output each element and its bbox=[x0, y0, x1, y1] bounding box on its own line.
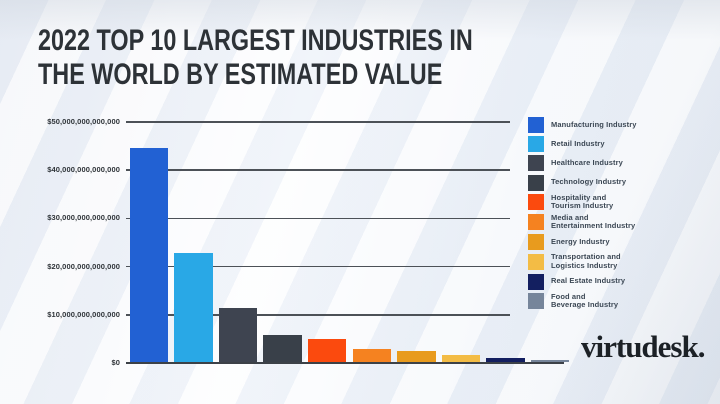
legend-label: Media and Entertainment Industry bbox=[551, 212, 636, 231]
bar-media-and-entertainment-industry bbox=[352, 349, 391, 362]
y-axis-tick-label: $20,000,000,000,000 bbox=[47, 261, 120, 271]
legend-item: Media and Entertainment Industry bbox=[528, 212, 637, 231]
page-title-line-2: THE WORLD BY ESTIMATED VALUE bbox=[38, 58, 443, 91]
legend-item: Manufacturing Industry bbox=[528, 117, 637, 133]
y-axis-tick-label: $10,000,000,000,000 bbox=[47, 309, 120, 319]
y-axis-tick-label: $50,000,000,000,000 bbox=[47, 117, 120, 126]
legend-swatch bbox=[528, 136, 544, 153]
bar-real-estate-industry bbox=[486, 358, 525, 362]
gridline bbox=[126, 314, 510, 316]
x-axis-line bbox=[126, 361, 564, 364]
gridline bbox=[126, 265, 510, 268]
legend-item: Technology Industry bbox=[528, 174, 637, 191]
legend-label: Transportation and Logistics Industry bbox=[551, 252, 621, 270]
chart-legend: Manufacturing Industry Retail Industry Hea… bbox=[528, 117, 637, 310]
legend-swatch bbox=[528, 234, 544, 251]
legend-swatch bbox=[528, 214, 544, 231]
legend-label: Energy Industry bbox=[551, 236, 610, 246]
legend-swatch bbox=[528, 194, 544, 211]
legend-label: Technology Industry bbox=[551, 177, 627, 187]
legend-label: Healthcare Industry bbox=[551, 158, 623, 168]
legend-label: Manufacturing Industry bbox=[551, 119, 637, 129]
legend-item: Energy Industry bbox=[528, 234, 637, 251]
legend-swatch bbox=[528, 253, 544, 270]
legend-swatch bbox=[528, 293, 544, 310]
y-axis-tick-label: $40,000,000,000,000 bbox=[47, 165, 120, 175]
bar-food-and-beverage-industry bbox=[530, 360, 570, 362]
legend-item: Healthcare Industry bbox=[528, 155, 637, 172]
legend-swatch bbox=[528, 117, 544, 133]
virtudesk-logo: virtudesk. bbox=[581, 329, 705, 364]
legend-swatch bbox=[528, 273, 544, 290]
bar-healthcare-industry bbox=[218, 308, 258, 362]
legend-item: Transportation and Logistics Industry bbox=[528, 253, 637, 270]
bar-hospitality-and-tourism-industry bbox=[307, 338, 347, 362]
gridline bbox=[126, 169, 510, 171]
bar-manufacturing-industry bbox=[129, 147, 168, 362]
plot-area bbox=[126, 121, 570, 363]
legend-label: Retail Industry bbox=[551, 138, 605, 148]
page-title-line-1: 2022 TOP 10 LARGEST INDUSTRIES IN bbox=[38, 24, 473, 57]
legend-label: Hospitality and Tourism Industry bbox=[551, 192, 614, 211]
gridline bbox=[126, 217, 510, 220]
legend-item: Hospitality and Tourism Industry bbox=[528, 192, 637, 211]
legend-label: Real Estate Industry bbox=[551, 276, 626, 286]
legend-label: Food and Beverage Industry bbox=[551, 291, 619, 310]
page-title: 2022 TOP 10 LARGEST INDUSTRIES IN THE WO… bbox=[38, 24, 473, 92]
legend-swatch bbox=[528, 174, 544, 191]
y-axis-tick-label: $0 bbox=[111, 358, 120, 367]
bar-retail-industry bbox=[174, 253, 213, 362]
y-axis-tick-label: $30,000,000,000,000 bbox=[47, 213, 120, 223]
legend-item: Retail Industry bbox=[528, 136, 637, 153]
bar-technology-industry bbox=[263, 335, 302, 362]
gridline bbox=[126, 121, 510, 123]
legend-item: Real Estate Industry bbox=[528, 273, 637, 290]
bar-energy-industry bbox=[397, 351, 436, 362]
legend-swatch bbox=[528, 155, 544, 172]
bar-transportation-and-logistics-industry bbox=[441, 354, 481, 362]
legend-item: Food and Beverage Industry bbox=[528, 291, 637, 310]
